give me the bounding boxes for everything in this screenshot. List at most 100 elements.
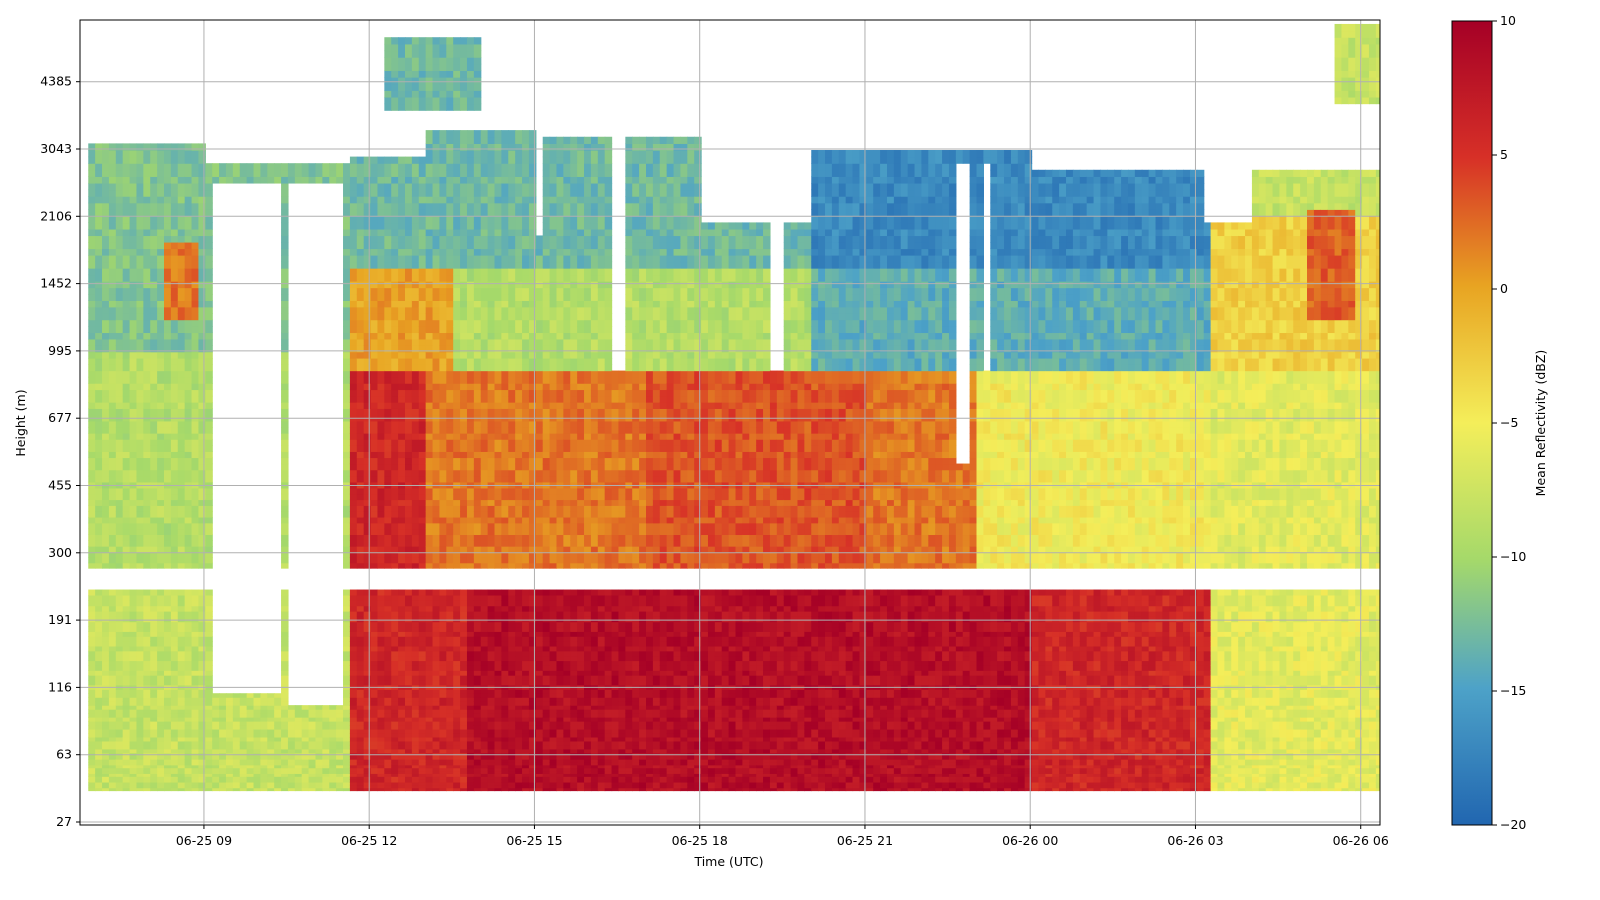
heatmap-cell bbox=[164, 262, 171, 269]
heatmap-cell bbox=[95, 248, 102, 255]
heatmap-cell bbox=[109, 611, 116, 617]
heatmap-cell bbox=[357, 203, 364, 210]
heatmap-cell bbox=[192, 216, 199, 223]
heatmap-cell bbox=[446, 665, 453, 670]
heatmap-cell bbox=[384, 488, 391, 494]
heatmap-cell bbox=[336, 733, 343, 738]
heatmap-cell bbox=[281, 737, 288, 742]
heatmap-cell bbox=[95, 352, 102, 359]
heatmap-cell bbox=[219, 693, 226, 698]
heatmap-cell bbox=[88, 402, 95, 409]
heatmap-cell bbox=[446, 222, 453, 229]
heatmap-cell bbox=[426, 563, 433, 569]
heatmap-cell bbox=[426, 50, 433, 57]
heatmap-cell bbox=[419, 660, 426, 665]
heatmap-cell bbox=[88, 183, 95, 190]
heatmap-cell bbox=[198, 451, 205, 458]
heatmap-cell bbox=[157, 143, 164, 150]
heatmap-cell bbox=[426, 546, 433, 552]
heatmap-cell bbox=[371, 595, 378, 601]
heatmap-cell bbox=[377, 358, 384, 365]
heatmap-cell bbox=[205, 470, 212, 477]
heatmap-cell bbox=[405, 104, 412, 111]
heatmap-cell bbox=[426, 717, 433, 722]
heatmap-cell bbox=[116, 631, 123, 636]
heatmap-cell bbox=[350, 595, 357, 601]
heatmap-cell bbox=[123, 709, 130, 714]
heatmap-cell bbox=[192, 235, 199, 242]
heatmap-cell bbox=[205, 222, 212, 229]
heatmap-cell bbox=[453, 358, 460, 365]
heatmap-cell bbox=[377, 646, 384, 651]
heatmap-cell bbox=[357, 326, 364, 333]
heatmap-cell bbox=[453, 50, 460, 57]
heatmap-cell bbox=[185, 476, 192, 483]
heatmap-cell bbox=[178, 717, 185, 722]
heatmap-cell bbox=[281, 262, 288, 269]
heatmap-cell bbox=[171, 546, 178, 552]
heatmap-cell bbox=[212, 745, 219, 750]
heatmap-cell bbox=[357, 332, 364, 339]
heatmap-cell bbox=[419, 517, 426, 523]
heatmap-cell bbox=[343, 557, 350, 563]
heatmap-cell bbox=[322, 709, 329, 714]
heatmap-cell bbox=[164, 511, 171, 517]
heatmap-cell bbox=[116, 622, 123, 627]
heatmap-cell bbox=[130, 680, 137, 685]
heatmap-cell bbox=[157, 631, 164, 636]
heatmap-cell bbox=[123, 190, 130, 197]
heatmap-cell bbox=[377, 517, 384, 523]
heatmap-cell bbox=[419, 90, 426, 97]
heatmap-cell bbox=[371, 705, 378, 710]
heatmap-cell bbox=[384, 622, 391, 627]
heatmap-cell bbox=[405, 457, 412, 464]
heatmap-cell bbox=[164, 326, 171, 333]
heatmap-cell bbox=[143, 255, 150, 262]
heatmap-cell bbox=[164, 203, 171, 210]
heatmap-cell bbox=[419, 626, 426, 631]
heatmap-cell bbox=[295, 705, 302, 710]
heatmap-cell bbox=[357, 670, 364, 675]
heatmap-cell bbox=[357, 294, 364, 301]
heatmap-cell bbox=[364, 275, 371, 282]
heatmap-cell bbox=[419, 651, 426, 656]
heatmap-cell bbox=[384, 476, 391, 483]
heatmap-cell bbox=[198, 216, 205, 223]
heatmap-cell bbox=[123, 242, 130, 249]
heatmap-cell bbox=[226, 697, 233, 702]
heatmap-cell bbox=[281, 534, 288, 540]
heatmap-cell bbox=[192, 358, 199, 365]
heatmap-cell bbox=[343, 451, 350, 458]
heatmap-cell bbox=[384, 733, 391, 738]
heatmap-cell bbox=[460, 408, 467, 415]
heatmap-cell bbox=[281, 680, 288, 685]
heatmap-cell bbox=[343, 546, 350, 552]
heatmap-cell bbox=[164, 229, 171, 236]
heatmap-cell bbox=[391, 235, 398, 242]
heatmap-cell bbox=[185, 300, 192, 307]
heatmap-cell bbox=[281, 275, 288, 282]
heatmap-cell bbox=[212, 729, 219, 734]
heatmap-cell bbox=[460, 281, 467, 288]
heatmap-cell bbox=[205, 590, 212, 596]
heatmap-cell bbox=[254, 170, 261, 177]
heatmap-cell bbox=[95, 590, 102, 596]
heatmap-cell bbox=[357, 396, 364, 403]
heatmap-cell bbox=[405, 693, 412, 698]
heatmap-cell bbox=[130, 176, 137, 183]
heatmap-cell bbox=[350, 352, 357, 359]
heatmap-cell bbox=[412, 665, 419, 670]
heatmap-cell bbox=[109, 656, 116, 661]
heatmap-cell bbox=[384, 534, 391, 540]
heatmap-cell bbox=[460, 705, 467, 710]
heatmap-cell bbox=[453, 705, 460, 710]
heatmap-cell bbox=[426, 402, 433, 409]
heatmap-cell bbox=[247, 709, 254, 714]
heatmap-cell bbox=[185, 307, 192, 314]
heatmap-cell bbox=[164, 176, 171, 183]
heatmap-cell bbox=[391, 641, 398, 646]
heatmap-cell bbox=[377, 196, 384, 203]
heatmap-cell bbox=[171, 534, 178, 540]
heatmap-cell bbox=[136, 476, 143, 483]
heatmap-cell bbox=[88, 300, 95, 307]
